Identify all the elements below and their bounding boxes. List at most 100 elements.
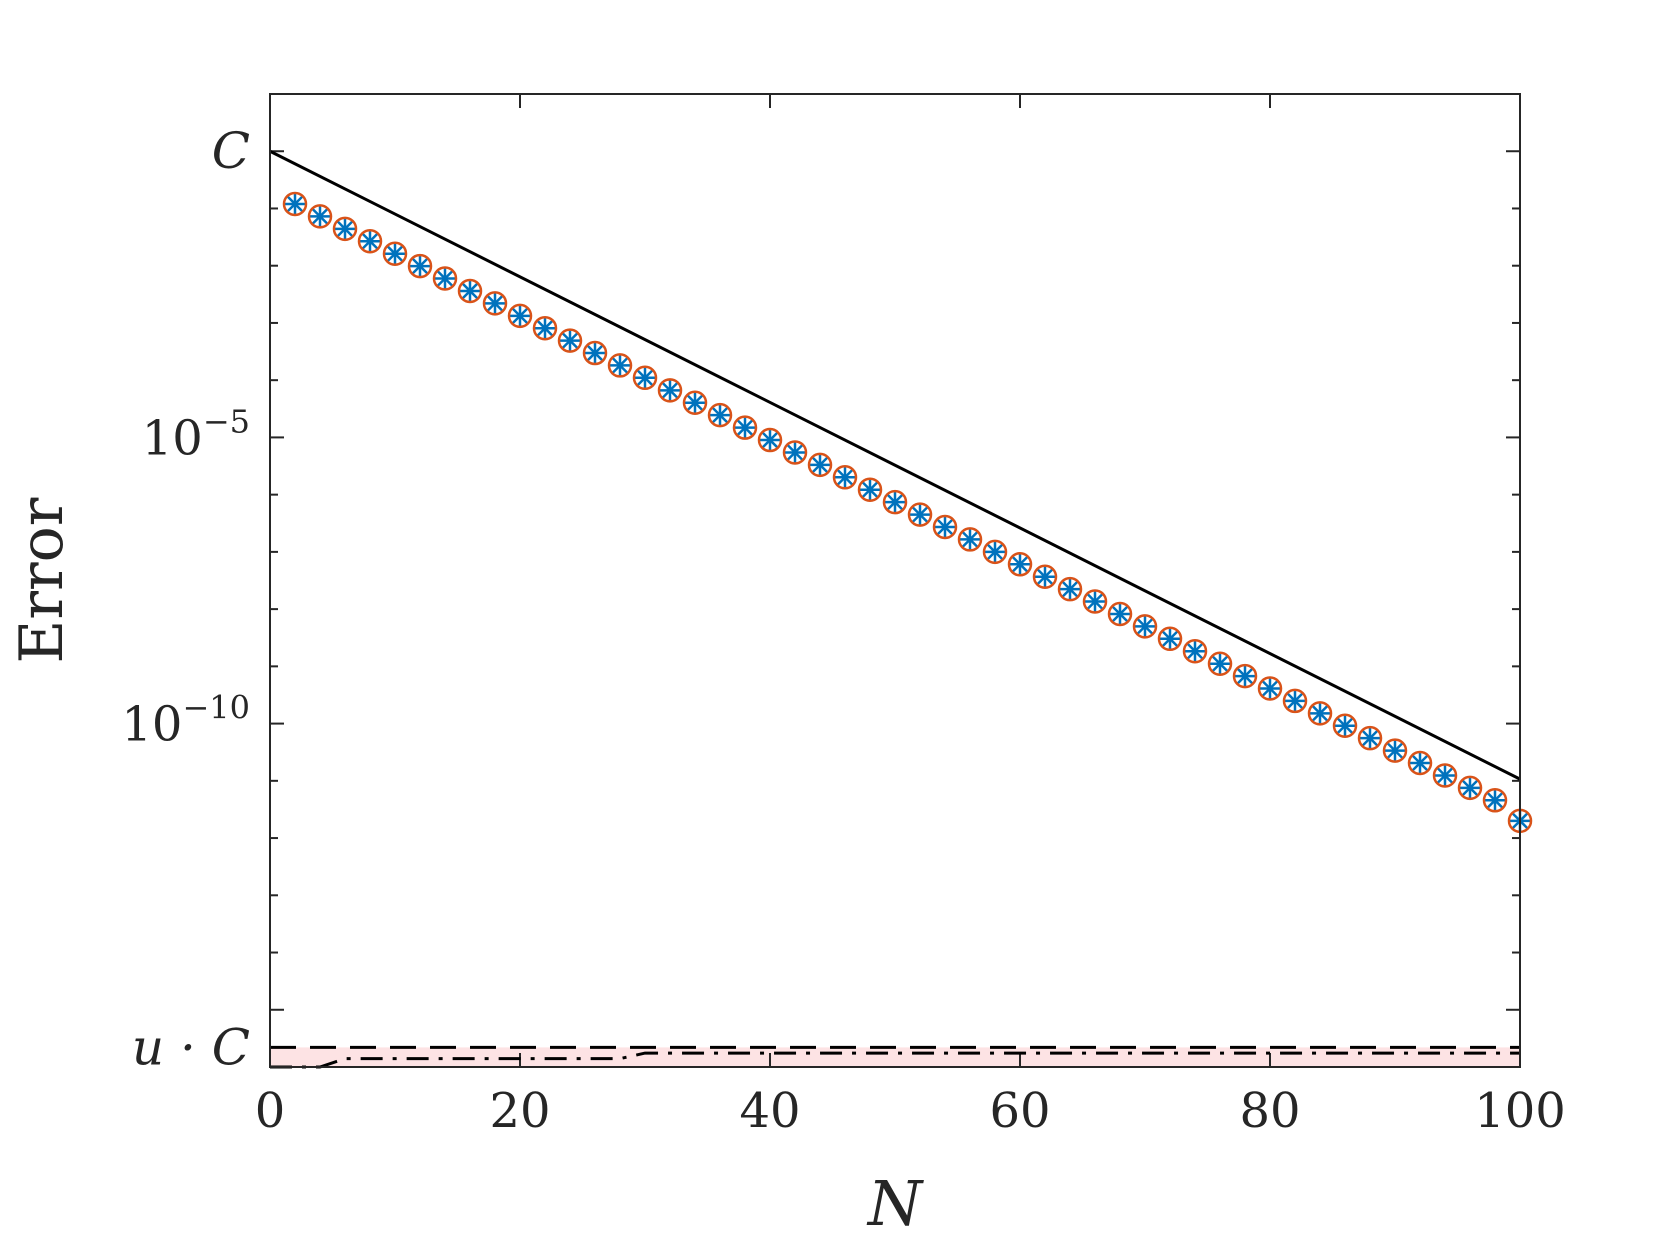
data-point-asterisk xyxy=(1234,665,1256,688)
x-tick-label: 40 xyxy=(739,1083,800,1139)
data-point-asterisk xyxy=(534,317,556,340)
data-point-asterisk xyxy=(284,192,306,215)
data-point-circle xyxy=(657,378,683,403)
data-point-circle xyxy=(1207,651,1233,677)
data-point-asterisk xyxy=(1009,553,1031,576)
data-point-asterisk xyxy=(1459,776,1481,799)
data-point-circle xyxy=(1357,725,1383,751)
data-point-circle xyxy=(757,427,783,453)
data-point-circle xyxy=(432,266,458,291)
data-point-circle xyxy=(457,278,483,304)
data-point-asterisk xyxy=(959,528,981,551)
data-point-circle xyxy=(1182,638,1208,664)
data-point-circle xyxy=(282,191,308,217)
data-point-circle xyxy=(1382,738,1408,763)
data-point-circle xyxy=(1132,614,1158,639)
data-point-asterisk xyxy=(359,230,381,253)
data-point-asterisk xyxy=(509,304,531,327)
data-point-asterisk xyxy=(1284,689,1306,712)
data-point-asterisk xyxy=(1409,751,1431,774)
x-tick-label: 0 xyxy=(255,1083,286,1139)
data-point-asterisk xyxy=(834,466,856,489)
x-tick-label: 20 xyxy=(489,1083,550,1139)
data-point-asterisk xyxy=(1209,652,1231,675)
x-tick-labels: 0 20 40 60 80 100 xyxy=(255,1083,1566,1139)
data-point-asterisk xyxy=(334,217,356,240)
data-point-asterisk xyxy=(709,404,731,427)
data-point-circle xyxy=(1107,601,1133,627)
data-point-circle xyxy=(1307,701,1333,726)
data-point-asterisk xyxy=(309,205,331,228)
data-point-circle xyxy=(1282,688,1308,714)
data-point-circle xyxy=(1482,788,1508,813)
data-point-asterisk xyxy=(1059,578,1081,601)
data-point-asterisk xyxy=(409,255,431,278)
data-point-circle xyxy=(407,253,433,279)
data-point-asterisk xyxy=(984,540,1006,563)
data-point-asterisk xyxy=(459,279,481,302)
data-point-asterisk xyxy=(1359,727,1381,750)
data-point-asterisk xyxy=(1309,702,1331,725)
series-layer xyxy=(269,149,1533,1069)
data-point-asterisk xyxy=(684,391,706,414)
data-point-asterisk xyxy=(634,366,656,389)
data-point-circle xyxy=(1157,626,1183,652)
data-point-circle xyxy=(1432,763,1458,788)
data-point-asterisk xyxy=(1034,565,1056,588)
data-point-asterisk xyxy=(434,267,456,290)
data-point-asterisk xyxy=(1159,627,1181,650)
data-point-circle xyxy=(1082,589,1108,614)
y-tick-label: u · C xyxy=(132,1018,250,1076)
data-point-asterisk xyxy=(559,329,581,352)
data-point-circle xyxy=(957,527,983,552)
data-point-circle xyxy=(1457,775,1483,801)
data-point-circle xyxy=(607,353,633,378)
y-tick-label: 10−10 xyxy=(121,689,250,753)
data-point-asterisk xyxy=(759,429,781,452)
data-point-circle xyxy=(1332,713,1358,739)
y-tick-labels: C 10−5 10−10 u · C xyxy=(121,122,250,1076)
data-point-asterisk xyxy=(1134,615,1156,638)
data-point-asterisk xyxy=(909,503,931,526)
x-tick-label: 60 xyxy=(989,1083,1050,1139)
data-point-circle xyxy=(332,216,358,242)
y-tick-label: 10−5 xyxy=(142,402,250,466)
x-tick-label: 100 xyxy=(1474,1083,1566,1139)
data-point-circle xyxy=(782,440,808,465)
plot-frame xyxy=(269,93,1521,1068)
data-point-circle xyxy=(307,204,333,229)
data-point-circle xyxy=(1407,750,1433,776)
y-tick-label: C xyxy=(212,122,250,180)
data-point-asterisk xyxy=(609,354,631,377)
data-point-asterisk xyxy=(1259,677,1281,700)
data-point-asterisk xyxy=(484,292,506,315)
data-point-circle xyxy=(1057,576,1083,602)
data-point-asterisk xyxy=(809,453,831,476)
data-point-asterisk xyxy=(584,342,606,365)
x-tick-label: 80 xyxy=(1239,1083,1300,1139)
x-axis-title: N xyxy=(866,1167,925,1240)
data-point-circle xyxy=(932,514,958,540)
data-point-circle xyxy=(1032,564,1058,589)
data-point-circle xyxy=(707,402,733,428)
data-point-asterisk xyxy=(1084,590,1106,613)
data-point-circle xyxy=(582,340,608,366)
data-point-circle xyxy=(882,489,908,515)
data-point-asterisk xyxy=(934,516,956,539)
data-point-asterisk xyxy=(384,242,406,265)
data-point-circle xyxy=(532,315,558,341)
data-point-circle xyxy=(732,415,758,440)
data-point-asterisk xyxy=(884,491,906,514)
data-point-circle xyxy=(507,303,533,329)
data-point-asterisk xyxy=(784,441,806,464)
data-point-asterisk xyxy=(1434,764,1456,787)
data-point-asterisk xyxy=(859,478,881,501)
data-point-circle xyxy=(1257,676,1283,701)
data-point-asterisk xyxy=(659,379,681,402)
data-point-asterisk xyxy=(1384,739,1406,762)
y-axis-title: Error xyxy=(7,497,77,663)
data-point-circle xyxy=(1232,663,1258,689)
axis-ticks xyxy=(269,93,1521,1068)
data-point-circle xyxy=(907,502,933,527)
